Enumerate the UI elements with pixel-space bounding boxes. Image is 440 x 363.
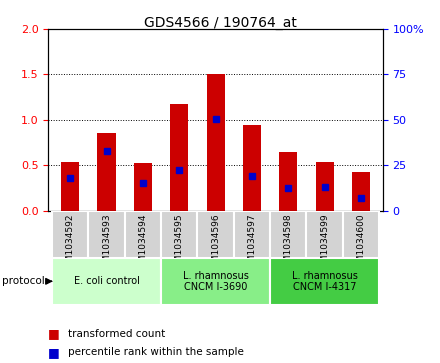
Bar — [206, 74, 225, 211]
Text: GSM1034597: GSM1034597 — [247, 214, 257, 274]
Text: GSM1034593: GSM1034593 — [102, 214, 111, 274]
Bar — [343, 211, 379, 258]
Text: GSM1034595: GSM1034595 — [175, 214, 184, 274]
Bar — [161, 258, 270, 305]
Text: protocol: protocol — [2, 276, 45, 286]
Text: GDS4566 / 190764_at: GDS4566 / 190764_at — [143, 16, 297, 30]
Text: GSM1034592: GSM1034592 — [66, 214, 75, 274]
Bar — [170, 105, 188, 211]
Text: GSM1034598: GSM1034598 — [284, 214, 293, 274]
Bar — [243, 125, 261, 211]
Bar — [279, 152, 297, 211]
Bar — [198, 211, 234, 258]
Bar — [88, 211, 125, 258]
Bar — [315, 163, 334, 211]
Text: E. coli control: E. coli control — [73, 276, 139, 286]
Bar — [270, 258, 379, 305]
Text: GSM1034596: GSM1034596 — [211, 214, 220, 274]
Bar — [234, 211, 270, 258]
Bar — [352, 172, 370, 211]
Text: L. rhamnosus
CNCM I-3690: L. rhamnosus CNCM I-3690 — [183, 270, 249, 292]
Bar — [307, 211, 343, 258]
Text: percentile rank within the sample: percentile rank within the sample — [68, 347, 244, 357]
Text: GSM1034600: GSM1034600 — [356, 214, 366, 274]
Text: GSM1034599: GSM1034599 — [320, 214, 329, 274]
Text: transformed count: transformed count — [68, 329, 165, 339]
Bar — [52, 258, 161, 305]
Text: L. rhamnosus
CNCM I-4317: L. rhamnosus CNCM I-4317 — [292, 270, 358, 292]
Text: ■: ■ — [48, 346, 64, 359]
Bar — [125, 211, 161, 258]
Bar — [98, 133, 116, 211]
Bar — [161, 211, 198, 258]
Bar — [61, 162, 79, 211]
Text: ■: ■ — [48, 327, 64, 340]
Bar — [52, 211, 88, 258]
Text: GSM1034594: GSM1034594 — [139, 214, 147, 274]
Bar — [134, 163, 152, 211]
Bar — [270, 211, 307, 258]
